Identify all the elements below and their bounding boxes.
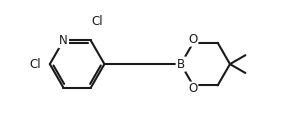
Text: B: B xyxy=(177,58,185,71)
Text: Cl: Cl xyxy=(29,58,41,71)
Text: N: N xyxy=(59,34,68,47)
Text: Cl: Cl xyxy=(91,15,103,28)
Text: O: O xyxy=(189,82,198,95)
Text: O: O xyxy=(189,33,198,46)
